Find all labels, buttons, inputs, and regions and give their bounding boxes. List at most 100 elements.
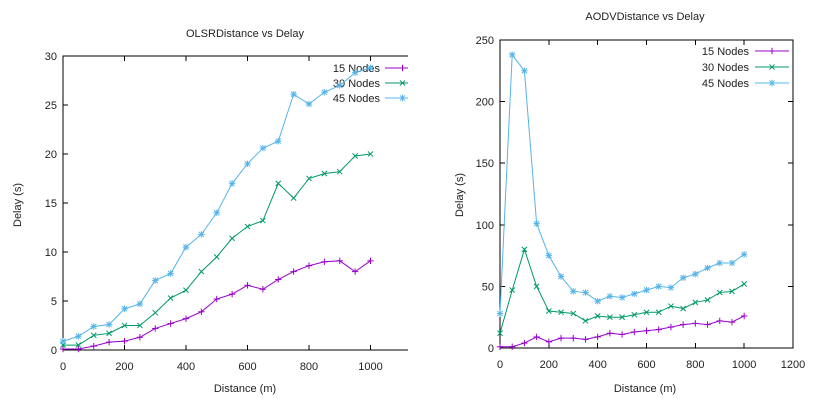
y-tick-label: 25	[45, 100, 57, 112]
data-point-series-1	[244, 282, 251, 289]
x-tick-label: 600	[238, 361, 256, 373]
data-point-series-3	[182, 243, 190, 251]
data-point-series-3	[643, 286, 650, 294]
data-point-series-1	[90, 342, 97, 350]
data-point-series-1	[75, 345, 82, 353]
data-point-series-3	[545, 252, 553, 259]
data-point-series-2	[619, 314, 625, 321]
data-point-series-1	[545, 338, 553, 346]
data-point-series-2	[90, 332, 97, 339]
data-point-series-1	[533, 333, 540, 341]
data-point-series-1	[121, 337, 128, 345]
data-point-series-2	[106, 330, 113, 337]
data-point-series-2	[594, 313, 601, 319]
data-point-series-1	[367, 257, 374, 265]
data-point-series-3	[557, 273, 565, 280]
y-tick-label: 5	[51, 296, 57, 308]
data-point-series-3	[75, 333, 82, 340]
data-point-series-3	[631, 290, 638, 297]
data-point-series-2	[275, 180, 282, 187]
data-point-series-2	[229, 235, 236, 242]
series-line-1	[63, 260, 371, 350]
legend-label: 45 Nodes	[333, 93, 381, 105]
data-point-series-3	[367, 64, 374, 71]
data-point-series-2	[290, 195, 297, 202]
x-tick-label: 400	[588, 359, 606, 371]
x-tick-label: 0	[497, 359, 503, 371]
data-point-series-3	[618, 294, 626, 301]
data-point-series-1	[643, 327, 650, 334]
series-line-2	[499, 247, 745, 334]
data-point-series-2	[167, 295, 174, 301]
x-axis-title: Distance (m)	[214, 383, 276, 395]
olsr-delay-chart: 020040060080010001200051015202530OLSRDis…	[12, 28, 408, 395]
data-point-series-1	[594, 333, 601, 341]
data-point-series-3	[336, 82, 343, 89]
data-point-series-1	[496, 343, 504, 350]
data-point-series-2	[497, 330, 503, 337]
data-point-series-2	[704, 297, 711, 303]
data-point-series-3	[321, 89, 328, 96]
data-point-series-2	[352, 153, 359, 159]
data-point-series-2	[259, 217, 266, 224]
data-point-series-1	[728, 318, 736, 326]
data-point-series-2	[570, 310, 577, 317]
legend-marker	[768, 79, 776, 87]
data-point-series-3	[594, 297, 601, 305]
data-point-series-3	[533, 220, 540, 227]
data-point-series-1	[631, 328, 638, 336]
data-point-series-3	[740, 251, 748, 258]
data-point-series-2	[521, 246, 528, 253]
data-point-series-2	[336, 168, 343, 175]
data-point-series-2	[631, 311, 638, 318]
data-point-series-1	[167, 320, 174, 327]
legend-label: 15 Nodes	[702, 46, 750, 58]
legend-marker	[399, 64, 406, 72]
y-axis-title: Delay (s)	[454, 173, 466, 217]
x-tick-label: 400	[177, 361, 195, 373]
data-point-series-3	[275, 138, 282, 145]
data-point-series-1	[336, 257, 343, 265]
data-point-series-2	[680, 305, 687, 312]
x-axis-title: Distance (m)	[614, 383, 676, 395]
series-line-2	[63, 153, 371, 346]
data-point-series-1	[136, 334, 144, 341]
data-point-series-3	[152, 277, 159, 284]
data-point-series-1	[655, 326, 662, 333]
data-point-series-3	[728, 259, 736, 267]
data-point-series-3	[290, 91, 297, 98]
data-point-series-2	[692, 299, 699, 306]
data-point-series-2	[716, 289, 723, 296]
data-point-series-1	[290, 268, 297, 275]
data-point-series-2	[198, 268, 205, 275]
legend-marker	[769, 64, 775, 70]
data-point-series-3	[213, 209, 220, 216]
data-point-series-1	[521, 339, 528, 347]
data-point-series-3	[692, 270, 699, 278]
data-point-series-1	[228, 290, 236, 298]
data-point-series-1	[692, 320, 699, 327]
data-point-series-2	[213, 253, 220, 260]
data-point-series-2	[655, 309, 662, 316]
data-point-series-3	[305, 100, 313, 108]
data-point-series-3	[716, 259, 723, 267]
data-point-series-1	[213, 295, 220, 303]
data-point-series-1	[679, 321, 687, 328]
data-point-series-1	[716, 317, 723, 325]
data-point-series-1	[557, 334, 565, 342]
x-tick-label: 1200	[781, 359, 805, 371]
data-point-series-3	[121, 305, 128, 313]
y-tick-label: 0	[51, 345, 57, 357]
x-tick-label: 200	[115, 361, 133, 373]
data-point-series-2	[75, 342, 82, 349]
x-tick-label: 0	[60, 361, 66, 373]
data-point-series-3	[655, 283, 662, 290]
x-tick-label: 600	[637, 359, 655, 371]
y-tick-label: 100	[476, 220, 494, 232]
data-point-series-3	[59, 337, 67, 345]
x-tick-label: 200	[540, 359, 558, 371]
data-point-series-2	[136, 322, 143, 329]
data-point-series-1	[509, 343, 516, 350]
data-point-series-1	[740, 312, 748, 320]
data-point-series-3	[228, 180, 236, 187]
